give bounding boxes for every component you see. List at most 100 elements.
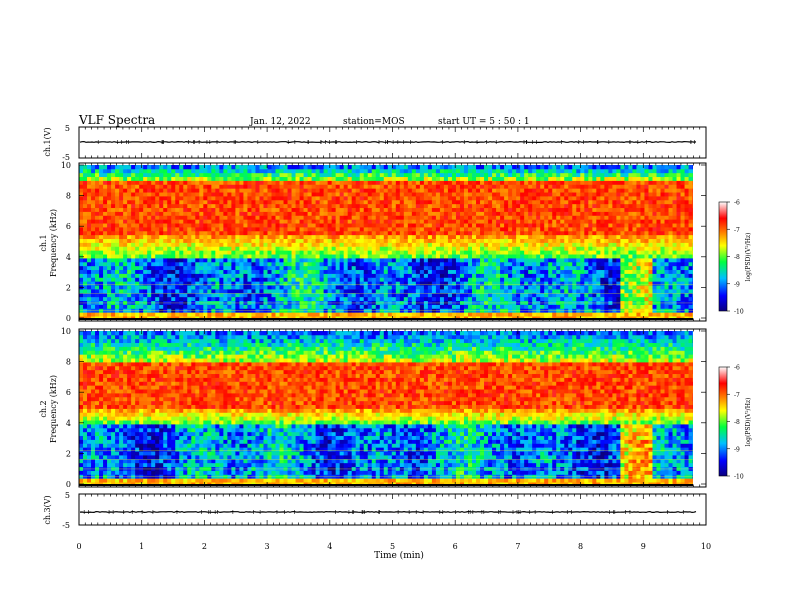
spectrogram-cell xyxy=(488,258,493,263)
spectrogram-cell xyxy=(223,312,228,317)
spectrogram-cell xyxy=(443,180,449,185)
spectrogram-cell xyxy=(151,296,156,302)
spectrogram-cell xyxy=(355,289,361,294)
spectrogram-cell xyxy=(363,184,369,189)
spectrogram-cell xyxy=(544,312,549,317)
spectrogram-cell xyxy=(275,238,280,243)
spectrogram-cell xyxy=(536,250,541,255)
spectrogram-cell xyxy=(331,165,337,170)
spectrogram-cell xyxy=(83,207,88,212)
spectrogram-cell xyxy=(147,254,152,259)
spectrogram-cell xyxy=(127,296,132,302)
spectrogram-cell xyxy=(419,188,425,193)
spectrogram-cell xyxy=(179,304,184,309)
spectrogram-cell xyxy=(195,281,200,286)
spectrogram-cell xyxy=(375,172,381,178)
spectrogram-cell xyxy=(299,172,304,178)
spectrogram-cell xyxy=(459,168,465,174)
spectrogram-cell xyxy=(419,273,425,278)
spectrogram-cell xyxy=(455,296,461,302)
spectrogram-cell xyxy=(99,273,104,278)
spectrogram-cell xyxy=(548,165,553,170)
spectrogram-cell xyxy=(335,258,341,263)
spectrogram-cell xyxy=(287,184,292,189)
spectrogram-cell xyxy=(431,269,437,274)
spectrogram-cell xyxy=(203,277,208,282)
spectrogram-cell xyxy=(179,242,184,247)
spectrogram-cell xyxy=(359,234,365,240)
spectrogram-cell xyxy=(87,258,92,263)
spectrogram-cell xyxy=(195,289,200,294)
spectrogram-cell xyxy=(127,227,132,232)
spectrogram-cell xyxy=(223,258,228,263)
spectrogram-cell xyxy=(199,165,204,170)
spectrogram-cell xyxy=(203,261,208,267)
spectrogram-cell xyxy=(407,242,413,247)
spectrogram-cell xyxy=(311,192,317,197)
spectrogram-cell xyxy=(111,273,116,278)
spectrogram-cell xyxy=(107,296,112,302)
spectrogram-cell xyxy=(395,196,401,201)
spectrogram-cell xyxy=(167,227,172,232)
spectrogram-cell xyxy=(303,269,308,274)
spectrogram-cell xyxy=(516,254,521,259)
spectrogram-cell xyxy=(323,261,329,267)
spectrogram-cell xyxy=(339,304,345,309)
spectrogram-cell xyxy=(171,188,176,193)
spectrogram-cell xyxy=(219,211,224,216)
spectrogram-cell xyxy=(175,176,180,181)
spectrogram-cell xyxy=(215,184,220,189)
spectrogram-cell xyxy=(327,227,333,232)
spectrogram-cell xyxy=(463,289,469,294)
spectrogram-cell xyxy=(87,172,92,178)
spectrogram-cell xyxy=(447,296,453,302)
spectrogram-cell xyxy=(435,230,441,236)
spectrogram-cell xyxy=(163,292,168,298)
spectrogram-cell xyxy=(319,292,325,298)
spectrogram-cell xyxy=(131,261,136,267)
spectrogram-cell xyxy=(183,281,188,286)
spectrogram-cell xyxy=(259,192,264,197)
spectrogram-cell xyxy=(347,203,353,209)
spectrogram-cell xyxy=(287,211,292,216)
spectrogram-cell xyxy=(327,196,333,201)
spectrogram-cell xyxy=(167,254,172,259)
spectrogram-cell xyxy=(79,196,84,201)
spectrogram-cell xyxy=(275,168,280,174)
spectrogram-cell xyxy=(431,258,437,263)
spectrogram-cell xyxy=(435,234,441,240)
spectrogram-cell xyxy=(331,227,337,232)
spectrogram-cell xyxy=(183,277,188,282)
spectrogram-cell xyxy=(480,269,485,274)
spectrogram-cell xyxy=(492,176,497,181)
spectrogram-cell xyxy=(135,265,140,271)
spectrogram-cell xyxy=(508,238,513,243)
spectrogram-cell xyxy=(391,227,397,232)
spectrogram-cell xyxy=(251,312,256,317)
spectrogram-cell xyxy=(191,258,196,263)
spectrogram-cell xyxy=(303,165,308,170)
spectrogram-cell xyxy=(315,265,321,271)
spectrogram-cell xyxy=(135,215,140,220)
spectrogram-cell xyxy=(167,238,172,243)
spectrogram-cell xyxy=(271,238,276,243)
spectrogram-cell xyxy=(363,238,369,243)
spectrogram-cell xyxy=(335,261,341,267)
spectrogram-cell xyxy=(520,199,525,205)
spectrogram-cell xyxy=(443,242,449,247)
spectrogram-cell xyxy=(87,269,92,274)
spectrogram-cell xyxy=(455,199,461,205)
spectrogram-cell xyxy=(99,234,104,240)
spectrogram-cell xyxy=(243,281,248,286)
spectrogram-cell xyxy=(203,168,208,174)
spectrogram-cell xyxy=(476,199,481,205)
spectrogram-cell xyxy=(512,242,517,247)
spectrogram-cell xyxy=(463,176,469,181)
spectrogram-cell xyxy=(492,285,497,290)
spectrogram-cell xyxy=(391,258,397,263)
spectrogram-cell xyxy=(127,188,132,193)
spectrogram-cell xyxy=(447,203,453,209)
spectrogram-cell xyxy=(508,269,513,274)
spectrogram-cell xyxy=(500,250,505,255)
spectrogram-cell xyxy=(135,199,140,205)
